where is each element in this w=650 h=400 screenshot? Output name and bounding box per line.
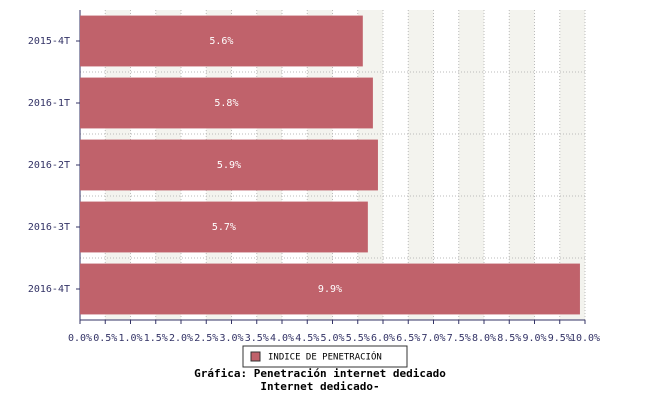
- x-tick-label: 8.0%: [472, 333, 496, 344]
- x-tick-label: 6.0%: [371, 333, 395, 344]
- bar-label: 9.9%: [318, 284, 342, 295]
- x-tick-label: 8.5%: [497, 333, 521, 344]
- x-tick-label: 2.0%: [169, 333, 193, 344]
- x-tick-label: 3.0%: [219, 333, 243, 344]
- y-tick-label: 2016-3T: [28, 222, 70, 233]
- bar-label: 5.7%: [212, 222, 236, 233]
- x-tick-label: 4.0%: [270, 333, 294, 344]
- x-tick-label: 2.5%: [194, 333, 218, 344]
- x-tick-label: 0.5%: [93, 333, 117, 344]
- x-tick-label: 3.5%: [245, 333, 269, 344]
- x-tick-label: 10.0%: [570, 333, 600, 344]
- x-tick-label: 0.0%: [68, 333, 92, 344]
- y-tick-label: 2015-4T: [28, 36, 70, 47]
- chart-subtitle: Internet dedicado-: [260, 380, 379, 393]
- x-tick-label: 7.5%: [447, 333, 471, 344]
- x-tick-label: 1.5%: [144, 333, 168, 344]
- y-tick-label: 2016-4T: [28, 284, 70, 295]
- legend-box: [242, 345, 408, 368]
- x-tick-label: 5.5%: [346, 333, 370, 344]
- bar: [80, 201, 368, 253]
- bar: [80, 139, 378, 191]
- y-tick-label: 2016-2T: [28, 160, 70, 171]
- y-tick-label: 2016-1T: [28, 98, 70, 109]
- bar: [80, 263, 580, 315]
- x-tick-label: 1.0%: [118, 333, 142, 344]
- bar-label: 5.9%: [217, 160, 241, 171]
- chart-title: Gráfica: Penetración internet dedicado: [194, 367, 446, 380]
- bar: [80, 15, 363, 67]
- x-tick-label: 4.5%: [295, 333, 319, 344]
- x-tick-label: 9.5%: [548, 333, 572, 344]
- x-tick-label: 5.0%: [320, 333, 344, 344]
- legend-swatch: [250, 351, 261, 362]
- x-tick-label: 6.5%: [396, 333, 420, 344]
- x-tick-label: 7.0%: [421, 333, 445, 344]
- bar-label: 5.6%: [209, 36, 233, 47]
- legend-label: INDICE DE PENETRACIÓN: [268, 351, 382, 363]
- x-tick-label: 9.0%: [522, 333, 546, 344]
- bar-label: 5.8%: [214, 98, 238, 109]
- bar: [80, 77, 373, 129]
